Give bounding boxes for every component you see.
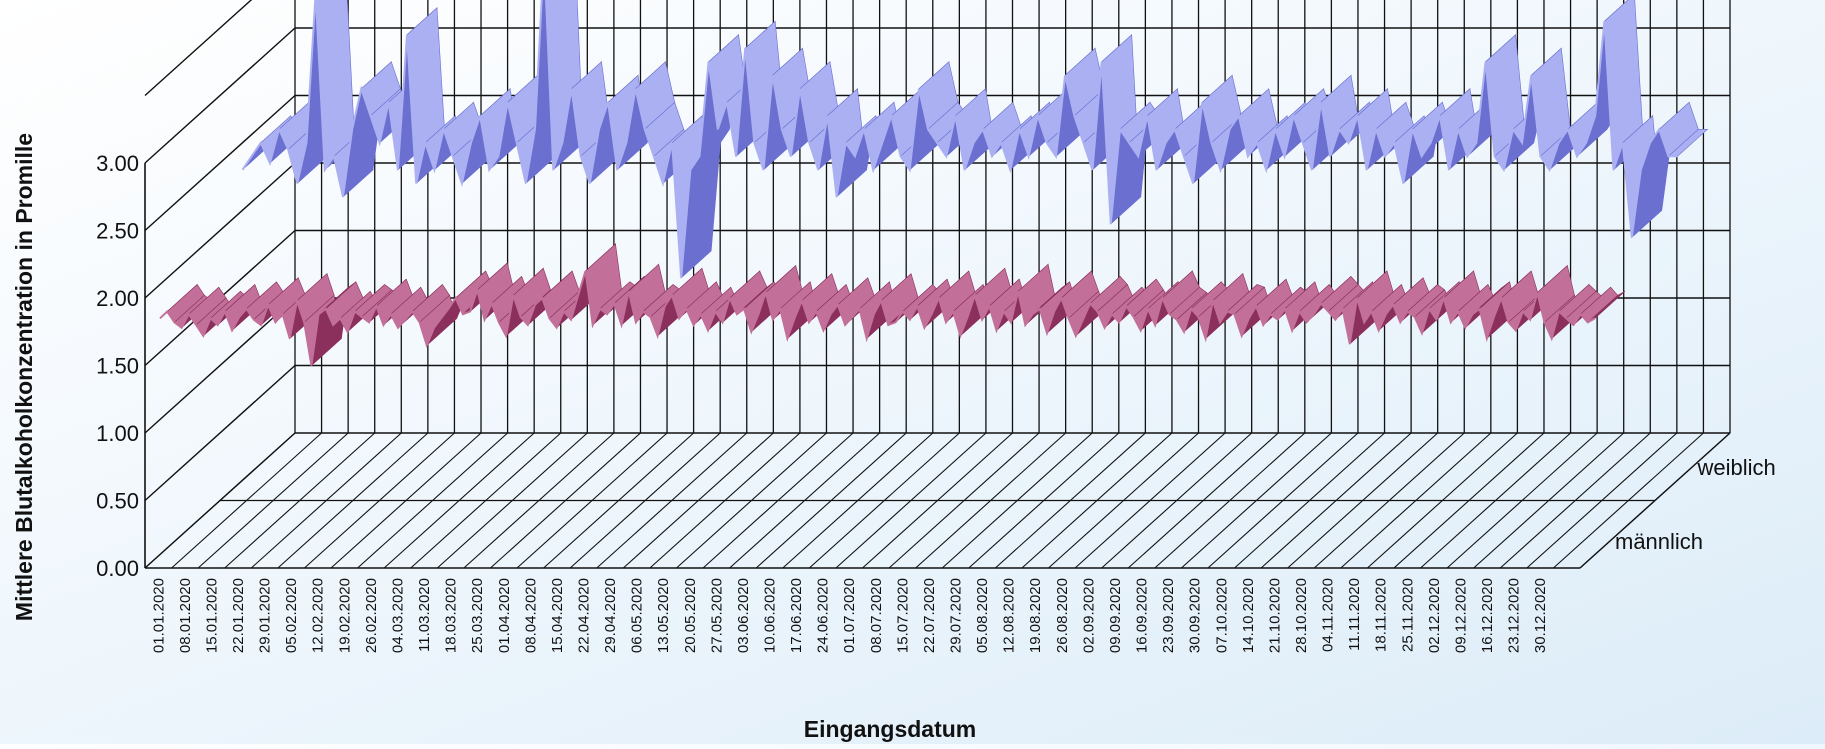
x-tick-label: 23.12.2020 — [1506, 578, 1523, 653]
x-tick-label: 11.03.2020 — [416, 578, 433, 652]
x-tick-label: 29.01.2020 — [257, 578, 274, 653]
x-tick-label: 01.04.2020 — [496, 578, 513, 653]
series-label-männlich: männlich — [1615, 529, 1703, 554]
y-tick-labels: 0.00 0.50 1.00 1.50 2.00 2.50 3.00 — [96, 151, 139, 581]
x-tick-label: 05.02.2020 — [283, 578, 300, 653]
x-tick-label: 18.11.2020 — [1373, 578, 1390, 652]
x-tick-label: 08.04.2020 — [522, 578, 539, 653]
x-tick-label: 16.12.2020 — [1479, 578, 1496, 653]
x-tick-label: 12.08.2020 — [1001, 578, 1018, 653]
x-tick-label: 26.08.2020 — [1054, 578, 1071, 653]
x-tick-label: 25.03.2020 — [469, 578, 486, 653]
side-wall-gridline — [144, 364, 296, 502]
x-tick-label: 17.06.2020 — [788, 578, 805, 653]
y-tick-label: 0.00 — [96, 556, 139, 581]
x-tick-label: 19.08.2020 — [1027, 578, 1044, 653]
x-tick-label: 29.04.2020 — [602, 578, 619, 653]
series-line — [159, 270, 1596, 366]
x-tick-label: 22.01.2020 — [230, 578, 247, 653]
y-tick-label: 3.00 — [96, 151, 139, 176]
x-tick-label: 13.05.2020 — [655, 578, 672, 653]
series-ribbons — [159, 0, 1709, 367]
series-label-weiblich: weiblich — [1697, 455, 1776, 480]
y-tick-label: 0.50 — [96, 489, 139, 514]
x-tick-label: 11.11.2020 — [1346, 578, 1363, 651]
y-tick-label: 1.00 — [96, 421, 139, 446]
x-tick-label: 19.02.2020 — [336, 578, 353, 653]
y-tick-label: 1.50 — [96, 354, 139, 379]
x-tick-label: 02.09.2020 — [1080, 578, 1097, 653]
x-tick-label: 21.10.2020 — [1266, 578, 1283, 653]
side-wall-gridline — [144, 27, 296, 164]
y-tick-label: 2.00 — [96, 286, 139, 311]
x-tick-label: 16.09.2020 — [1134, 578, 1151, 653]
x-tick-label: 28.10.2020 — [1293, 578, 1310, 653]
x-axis-title: Eingangsdatum — [804, 716, 977, 742]
x-tick-label: 02.12.2020 — [1426, 578, 1443, 653]
side-wall-gridline — [144, 297, 296, 434]
x-tick-label: 22.07.2020 — [921, 578, 938, 653]
x-tick-label: 08.01.2020 — [177, 578, 194, 653]
x-tick-label: 15.01.2020 — [203, 578, 220, 653]
x-tick-label: 27.05.2020 — [708, 578, 725, 653]
side-wall-gridline — [144, 0, 253, 97]
x-tick-label: 25.11.2020 — [1399, 578, 1416, 652]
x-tick-label: 22.04.2020 — [576, 578, 593, 653]
series-weiblich — [241, 0, 1709, 279]
x-tick-label: 09.12.2020 — [1452, 578, 1469, 653]
x-tick-label: 23.09.2020 — [1160, 578, 1177, 653]
x-tick-label: 05.08.2020 — [974, 578, 991, 653]
x-tick-label: 03.06.2020 — [735, 578, 752, 653]
x-tick-labels: 01.01.2020 08.01.2020 15.01.2020 22.01.2020… — [150, 578, 1549, 653]
x-tick-label: 30.12.2020 — [1532, 578, 1549, 653]
x-tick-label: 08.07.2020 — [868, 578, 885, 653]
x-tick-label: 15.07.2020 — [894, 578, 911, 653]
x-tick-label: 04.03.2020 — [390, 578, 407, 653]
y-tick-label: 2.50 — [96, 219, 139, 244]
x-tick-label: 04.11.2020 — [1320, 578, 1337, 652]
side-wall-gridline — [144, 94, 296, 232]
x-tick-label: 01.07.2020 — [841, 578, 858, 653]
series-labels: männlich weiblich — [1615, 455, 1776, 554]
x-tick-label: 24.06.2020 — [815, 578, 832, 653]
x-tick-label: 15.04.2020 — [549, 578, 566, 653]
x-tick-label: 20.05.2020 — [682, 578, 699, 653]
x-tick-label: 30.09.2020 — [1187, 578, 1204, 653]
x-tick-label: 26.02.2020 — [363, 578, 380, 653]
x-tick-label: 14.10.2020 — [1240, 578, 1257, 653]
y-axis-title: Mittlere Blutalkoholkonzentration in Pro… — [11, 133, 37, 621]
x-tick-label: 10.06.2020 — [762, 578, 779, 653]
x-tick-label: 07.10.2020 — [1213, 578, 1230, 653]
x-tick-label: 09.09.2020 — [1107, 578, 1124, 653]
x-tick-label: 18.03.2020 — [443, 578, 460, 653]
x-tick-label: 29.07.2020 — [948, 578, 965, 653]
series-line — [241, 0, 1678, 278]
x-tick-label: 06.05.2020 — [629, 578, 646, 653]
x-tick-label: 01.01.2020 — [150, 578, 167, 653]
x-tick-label: 12.02.2020 — [310, 578, 327, 653]
side-wall-gridline — [144, 162, 296, 299]
series-männlich — [159, 243, 1626, 367]
